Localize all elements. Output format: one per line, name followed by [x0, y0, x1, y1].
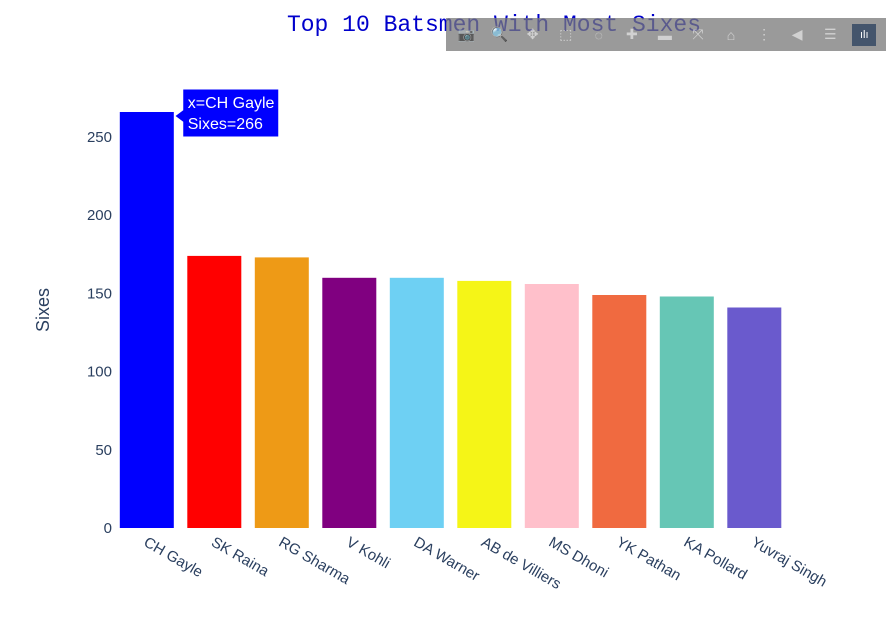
box-select-icon[interactable]: ⬚ — [559, 26, 573, 42]
spike-lines-icon[interactable]: ⋮ — [757, 26, 772, 42]
camera-icon[interactable]: 📷 — [457, 26, 476, 42]
x-tick-label: RG Sharma — [276, 534, 354, 589]
pan-icon[interactable]: ✥ — [526, 26, 539, 42]
lasso-select-icon[interactable]: ◌ — [594, 26, 603, 43]
zoom-in-icon[interactable]: ✚ — [625, 26, 638, 42]
bar-rg-sharma[interactable] — [254, 257, 309, 528]
y-tick-label: 250 — [87, 129, 112, 146]
bar-sk-raina[interactable] — [187, 255, 242, 528]
y-tick-label: 0 — [104, 520, 112, 537]
bar-ab-de-villiers[interactable] — [457, 280, 512, 528]
hover-compare-icon[interactable]: ☰ — [823, 26, 837, 42]
hover-tooltip-line: x=CH Gayle — [188, 95, 275, 112]
bar-v-kohli[interactable] — [322, 277, 377, 528]
hover-tooltip-box — [173, 88, 280, 138]
modebar: 📷 🔍 ✥ ⬚ ◌ ✚ ▬ ⤧ ⌂ ⋮ ◀ ☰ ılı — [446, 18, 886, 51]
hover-tooltip-line: Sixes=266 — [188, 116, 263, 133]
x-tick-label: YK Pathan — [613, 534, 684, 585]
x-tick-label: V Kohli — [343, 534, 393, 572]
y-tick-label: 150 — [87, 285, 112, 302]
plotly-logo-icon[interactable]: ılı — [852, 23, 877, 46]
bar-ms-dhoni[interactable] — [524, 284, 579, 528]
x-tick-label: CH Gayle — [141, 534, 206, 581]
bars-group — [119, 112, 782, 529]
y-tick-label: 50 — [95, 442, 112, 459]
hover-closest-icon[interactable]: ◀ — [791, 26, 803, 42]
y-tick-label: 200 — [87, 207, 112, 224]
bar-ka-pollard[interactable] — [659, 296, 714, 529]
reset-axes-icon[interactable]: ⌂ — [726, 26, 736, 43]
y-axis-ticks: 0 50 100 150 200 250 — [87, 129, 112, 537]
bar-yk-pathan[interactable] — [592, 295, 647, 528]
autoscale-icon[interactable]: ⤧ — [692, 26, 704, 42]
bar-yuvraj-singh[interactable] — [727, 307, 782, 529]
x-tick-label: SK Raina — [208, 534, 272, 581]
zoom-out-icon[interactable]: ▬ — [657, 26, 672, 43]
x-tick-label: KA Pollard — [681, 534, 750, 584]
x-tick-label: Yuvraj Singh — [748, 534, 829, 591]
x-tick-label: DA Warner — [411, 534, 483, 585]
y-tick-label: 100 — [87, 364, 112, 381]
bar-da-warner[interactable] — [389, 277, 444, 528]
zoom-icon[interactable]: 🔍 — [490, 26, 509, 42]
hover-tooltip: x=CH Gayle Sixes=266 — [173, 88, 280, 138]
y-axis-title: Sixes — [33, 288, 53, 332]
bar-ch-gayle[interactable] — [119, 112, 174, 528]
